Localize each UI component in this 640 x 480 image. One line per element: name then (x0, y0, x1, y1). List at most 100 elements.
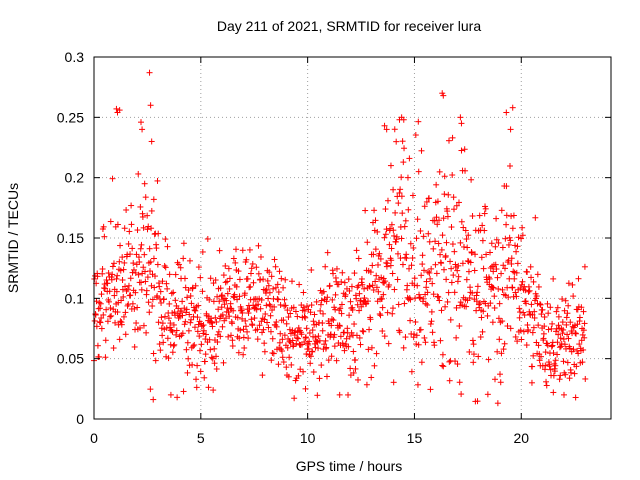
data-point (529, 363, 536, 370)
data-point (138, 279, 145, 286)
data-point (203, 331, 210, 338)
data-point (486, 275, 493, 282)
data-point (183, 309, 190, 316)
data-point (104, 318, 111, 325)
data-point (156, 283, 163, 290)
data-point (116, 336, 123, 343)
data-point (572, 394, 579, 401)
data-point (502, 265, 509, 272)
data-point (516, 305, 523, 312)
data-point (381, 234, 388, 241)
data-point (255, 242, 262, 249)
data-point (255, 270, 262, 277)
data-point (381, 333, 388, 340)
data-point (346, 287, 353, 294)
data-point (376, 250, 383, 257)
data-point (185, 287, 192, 294)
data-point (231, 291, 238, 298)
data-point (274, 281, 281, 288)
data-point (402, 254, 409, 261)
data-point (240, 351, 247, 358)
data-point (476, 212, 483, 219)
data-point (200, 330, 207, 337)
data-point (209, 323, 216, 330)
data-point (407, 296, 414, 303)
data-point (382, 278, 389, 285)
data-point (556, 344, 563, 351)
data-point (301, 338, 308, 345)
data-point (239, 315, 246, 322)
data-point (353, 332, 360, 339)
data-point (367, 316, 374, 323)
data-point (137, 203, 144, 210)
data-point (390, 379, 397, 386)
data-point (490, 268, 497, 275)
data-point (381, 122, 388, 129)
data-point (426, 195, 433, 202)
data-point (487, 249, 494, 256)
data-point (116, 107, 123, 114)
data-point (210, 280, 217, 287)
data-point (169, 328, 176, 335)
y-tick-label: 0.15 (57, 230, 84, 246)
data-point (247, 270, 254, 277)
data-point (185, 355, 192, 362)
data-point (526, 287, 533, 294)
data-point (511, 275, 518, 282)
data-point (535, 283, 542, 290)
data-point (530, 278, 537, 285)
data-point (474, 283, 481, 290)
data-point (278, 275, 285, 282)
data-point (429, 280, 436, 287)
data-point (374, 261, 381, 268)
data-point (371, 362, 378, 369)
data-point (503, 212, 510, 219)
data-point (357, 341, 364, 348)
data-point (261, 316, 268, 323)
data-point (103, 306, 110, 313)
data-point (172, 297, 179, 304)
data-point (345, 391, 352, 398)
data-point (507, 325, 514, 332)
data-point (523, 300, 530, 307)
data-point (441, 191, 448, 198)
data-point (388, 257, 395, 264)
data-point (281, 296, 288, 303)
data-point (463, 303, 470, 310)
data-point (171, 341, 178, 348)
data-point (580, 308, 587, 315)
data-point (513, 269, 520, 276)
data-point (380, 291, 387, 298)
data-point (225, 309, 232, 316)
data-point (536, 301, 543, 308)
data-point (506, 162, 513, 169)
data-point (214, 339, 221, 346)
data-point (336, 323, 343, 330)
data-point (325, 357, 332, 364)
data-point (184, 294, 191, 301)
data-point (147, 258, 154, 265)
data-point (528, 301, 535, 308)
data-point (548, 325, 555, 332)
data-point (296, 281, 303, 288)
data-point (481, 227, 488, 234)
data-point (108, 312, 115, 319)
data-point (353, 247, 360, 254)
data-point (263, 302, 270, 309)
data-point (168, 290, 175, 297)
data-point (125, 240, 132, 247)
data-point (503, 221, 510, 228)
data-point (307, 353, 314, 360)
data-point (210, 387, 217, 394)
data-point (147, 268, 154, 275)
data-point (434, 198, 441, 205)
data-point (368, 344, 375, 351)
data-point (265, 295, 272, 302)
data-point (366, 283, 373, 290)
data-point (425, 230, 432, 237)
data-point (236, 293, 243, 300)
x-tick-label: 10 (300, 430, 316, 446)
data-point (216, 298, 223, 305)
data-point (475, 353, 482, 360)
